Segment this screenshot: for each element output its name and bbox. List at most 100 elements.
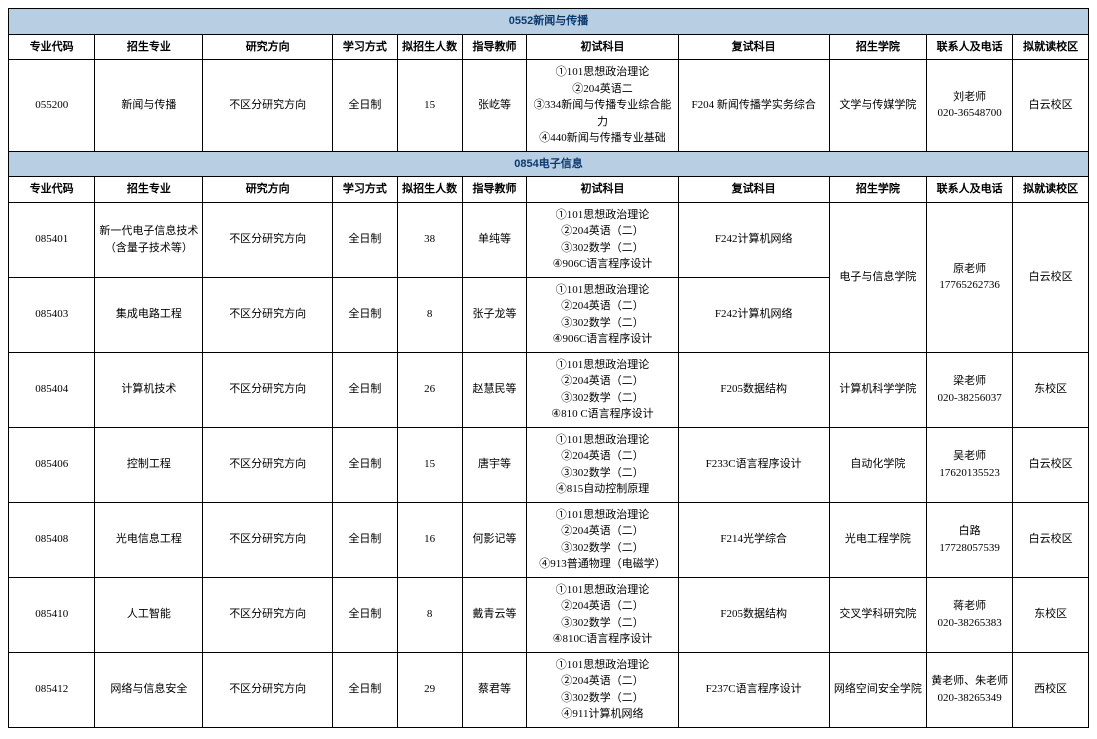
- cell-dir: 不区分研究方向: [203, 427, 333, 502]
- cell-contact: 梁老师020-38256037: [926, 352, 1012, 427]
- cell-count: 38: [397, 202, 462, 277]
- cell-exam2: F204 新闻传播学实务综合: [678, 60, 829, 152]
- cell-major: 新一代电子信息技术（含量子技术等）: [95, 202, 203, 277]
- col-header-contact: 联系人及电话: [926, 34, 1012, 60]
- cell-count: 8: [397, 577, 462, 652]
- cell-exam2: F242计算机网络: [678, 277, 829, 352]
- cell-school: 计算机科学学院: [829, 352, 926, 427]
- cell-code: 085406: [9, 427, 95, 502]
- cell-major: 光电信息工程: [95, 502, 203, 577]
- col-header-exam1: 初试科目: [527, 177, 678, 203]
- col-header-code: 专业代码: [9, 177, 95, 203]
- cell-mode: 全日制: [332, 502, 397, 577]
- cell-advisor: 蔡君等: [462, 652, 527, 727]
- table-row: 085408光电信息工程不区分研究方向全日制16何影记等①101思想政治理论②2…: [9, 502, 1089, 577]
- cell-campus: 西校区: [1013, 652, 1089, 727]
- col-header-advisor: 指导教师: [462, 34, 527, 60]
- col-header-mode: 学习方式: [332, 34, 397, 60]
- cell-code: 085404: [9, 352, 95, 427]
- cell-code: 055200: [9, 60, 95, 152]
- cell-mode: 全日制: [332, 427, 397, 502]
- cell-mode: 全日制: [332, 60, 397, 152]
- cell-school: 电子与信息学院: [829, 202, 926, 352]
- cell-dir: 不区分研究方向: [203, 577, 333, 652]
- col-header-dir: 研究方向: [203, 34, 333, 60]
- cell-mode: 全日制: [332, 352, 397, 427]
- cell-dir: 不区分研究方向: [203, 277, 333, 352]
- cell-school: 自动化学院: [829, 427, 926, 502]
- cell-code: 085403: [9, 277, 95, 352]
- cell-campus: 白云校区: [1013, 502, 1089, 577]
- cell-advisor: 唐宇等: [462, 427, 527, 502]
- cell-campus: 白云校区: [1013, 427, 1089, 502]
- col-header-count: 拟招生人数: [397, 177, 462, 203]
- col-header-exam2: 复试科目: [678, 34, 829, 60]
- cell-count: 15: [397, 427, 462, 502]
- col-header-advisor: 指导教师: [462, 177, 527, 203]
- cell-code: 085401: [9, 202, 95, 277]
- col-header-exam2: 复试科目: [678, 177, 829, 203]
- cell-contact: 原老师17765262736: [926, 202, 1012, 352]
- cell-school: 光电工程学院: [829, 502, 926, 577]
- cell-exam1: ①101思想政治理论②204英语（二）③302数学（二）④906C语言程序设计: [527, 202, 678, 277]
- cell-major: 网络与信息安全: [95, 652, 203, 727]
- cell-major: 新闻与传播: [95, 60, 203, 152]
- table-row: 085401新一代电子信息技术（含量子技术等）不区分研究方向全日制38单纯等①1…: [9, 202, 1089, 277]
- cell-major: 集成电路工程: [95, 277, 203, 352]
- cell-count: 26: [397, 352, 462, 427]
- cell-school: 文学与传媒学院: [829, 60, 926, 152]
- cell-code: 085410: [9, 577, 95, 652]
- cell-mode: 全日制: [332, 202, 397, 277]
- cell-advisor: 张屹等: [462, 60, 527, 152]
- table-row: 085412网络与信息安全不区分研究方向全日制29蔡君等①101思想政治理论②2…: [9, 652, 1089, 727]
- cell-exam1: ①101思想政治理论②204英语（二）③302数学（二）④810 C语言程序设计: [527, 352, 678, 427]
- cell-advisor: 张子龙等: [462, 277, 527, 352]
- cell-campus: 东校区: [1013, 352, 1089, 427]
- section-header: 0552新闻与传播: [9, 9, 1089, 35]
- cell-contact: 黄老师、朱老师020-38265349: [926, 652, 1012, 727]
- col-header-mode: 学习方式: [332, 177, 397, 203]
- cell-exam2: F205数据结构: [678, 352, 829, 427]
- cell-advisor: 赵慧民等: [462, 352, 527, 427]
- cell-count: 15: [397, 60, 462, 152]
- cell-major: 控制工程: [95, 427, 203, 502]
- col-header-school: 招生学院: [829, 177, 926, 203]
- col-header-contact: 联系人及电话: [926, 177, 1012, 203]
- cell-dir: 不区分研究方向: [203, 352, 333, 427]
- admissions-table: 0552新闻与传播专业代码招生专业研究方向学习方式拟招生人数指导教师初试科目复试…: [8, 8, 1089, 728]
- cell-exam2: F205数据结构: [678, 577, 829, 652]
- cell-dir: 不区分研究方向: [203, 502, 333, 577]
- cell-campus: 白云校区: [1013, 202, 1089, 352]
- col-header-campus: 拟就读校区: [1013, 34, 1089, 60]
- cell-advisor: 戴青云等: [462, 577, 527, 652]
- cell-mode: 全日制: [332, 652, 397, 727]
- cell-contact: 蒋老师020-38265383: [926, 577, 1012, 652]
- cell-exam1: ①101思想政治理论②204英语（二）③302数学（二）④810C语言程序设计: [527, 577, 678, 652]
- cell-major: 人工智能: [95, 577, 203, 652]
- cell-count: 8: [397, 277, 462, 352]
- cell-advisor: 何影记等: [462, 502, 527, 577]
- cell-dir: 不区分研究方向: [203, 652, 333, 727]
- col-header-major: 招生专业: [95, 177, 203, 203]
- cell-exam1: ①101思想政治理论②204英语（二）③302数学（二）④906C语言程序设计: [527, 277, 678, 352]
- cell-code: 085412: [9, 652, 95, 727]
- cell-school: 交叉学科研究院: [829, 577, 926, 652]
- cell-dir: 不区分研究方向: [203, 202, 333, 277]
- cell-advisor: 单纯等: [462, 202, 527, 277]
- cell-exam2: F233C语言程序设计: [678, 427, 829, 502]
- cell-campus: 东校区: [1013, 577, 1089, 652]
- col-header-school: 招生学院: [829, 34, 926, 60]
- table-row: 055200新闻与传播不区分研究方向全日制15张屹等①101思想政治理论②204…: [9, 60, 1089, 152]
- cell-school: 网络空间安全学院: [829, 652, 926, 727]
- col-header-major: 招生专业: [95, 34, 203, 60]
- cell-exam1: ①101思想政治理论②204英语（二）③302数学（二）④815自动控制原理: [527, 427, 678, 502]
- cell-campus: 白云校区: [1013, 60, 1089, 152]
- cell-contact: 白路17728057539: [926, 502, 1012, 577]
- cell-dir: 不区分研究方向: [203, 60, 333, 152]
- cell-mode: 全日制: [332, 577, 397, 652]
- cell-exam2: F237C语言程序设计: [678, 652, 829, 727]
- cell-exam1: ①101思想政治理论②204英语二③334新闻与传播专业综合能力④440新闻与传…: [527, 60, 678, 152]
- table-row: 085406控制工程不区分研究方向全日制15唐宇等①101思想政治理论②204英…: [9, 427, 1089, 502]
- table-row: 085404计算机技术不区分研究方向全日制26赵慧民等①101思想政治理论②20…: [9, 352, 1089, 427]
- cell-major: 计算机技术: [95, 352, 203, 427]
